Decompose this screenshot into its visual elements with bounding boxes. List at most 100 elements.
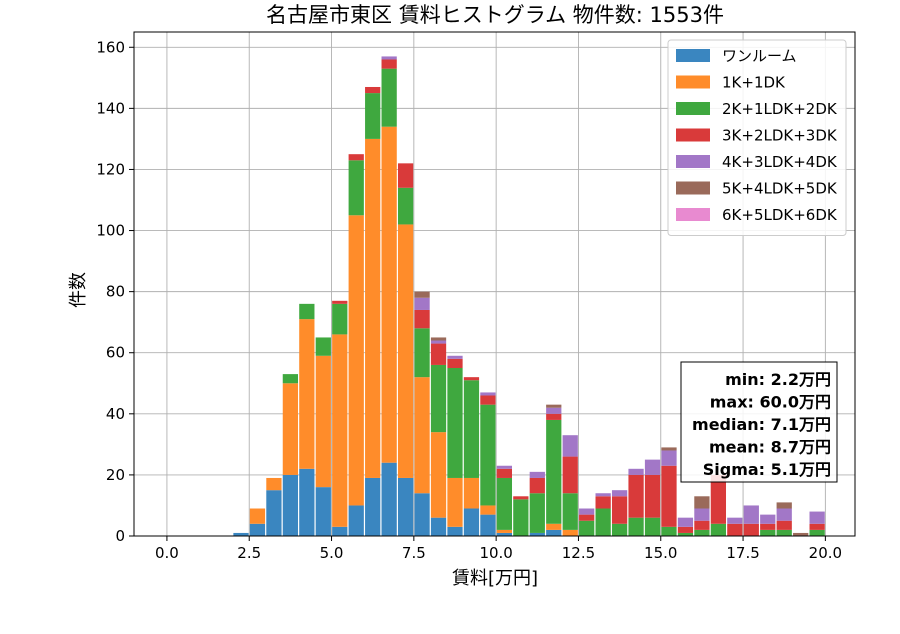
bar-segment xyxy=(776,520,792,530)
bar-segment xyxy=(513,496,529,500)
bar-segment xyxy=(562,529,578,536)
bar-segment xyxy=(430,343,447,365)
y-tick-label: 160 xyxy=(96,38,125,56)
bar-segment xyxy=(546,407,562,414)
legend-label: 2K+1LDK+2DK xyxy=(722,100,838,118)
chart-title: 名古屋市東区 賃料ヒストグラム 物件数: 1553件 xyxy=(266,3,724,27)
y-tick-label: 20 xyxy=(106,466,125,484)
bar-segment xyxy=(579,508,595,515)
stats-box: min: 2.2万円 max: 60.0万円 median: 7.1万円 mean: … xyxy=(680,361,838,483)
bar-segment xyxy=(348,154,364,161)
bar-segment xyxy=(628,468,644,475)
x-tick-label: 2.5 xyxy=(237,544,261,562)
bar-segment xyxy=(529,493,545,533)
grid-layer xyxy=(134,32,855,537)
bar-segment xyxy=(447,526,463,536)
bar-segment xyxy=(579,520,595,536)
stats-line: min: 2.2万円 xyxy=(725,370,831,389)
bar-segment xyxy=(282,374,299,384)
bar-segment xyxy=(760,523,776,530)
bar-segment xyxy=(743,505,759,524)
bar-segment xyxy=(430,337,447,341)
bar-segment xyxy=(513,499,529,536)
bar-segment xyxy=(447,358,463,368)
stats-line: median: 7.1万円 xyxy=(692,415,831,434)
bar-segment xyxy=(414,291,430,298)
x-tick-label: 0.0 xyxy=(155,544,179,562)
x-tick-label: 12.5 xyxy=(562,544,595,562)
bar-segment xyxy=(299,468,315,536)
bar-segment xyxy=(809,511,825,524)
legend-label: 4K+3LDK+4DK xyxy=(722,153,838,171)
x-axis-title: 賃料[万円] xyxy=(452,568,538,589)
bar-segment xyxy=(760,514,776,524)
legend-swatch xyxy=(676,155,710,168)
y-tick-label: 80 xyxy=(106,283,125,301)
bar-segment xyxy=(332,526,348,536)
bar-segment xyxy=(365,93,381,139)
bar-segment xyxy=(611,523,628,536)
x-tick-label: 17.5 xyxy=(726,544,759,562)
bar-segment xyxy=(233,532,249,536)
bar-segment xyxy=(414,309,430,329)
bar-segment xyxy=(282,383,299,475)
bar-segment xyxy=(463,477,480,509)
bar-segment xyxy=(496,529,513,533)
legend-label: 5K+4LDK+5DK xyxy=(722,180,838,198)
x-tick-label: 20.0 xyxy=(809,544,842,562)
bar-segment xyxy=(480,404,496,506)
legend-box xyxy=(667,39,847,236)
bar-segment xyxy=(447,477,463,527)
bar-segment xyxy=(776,529,792,536)
x-tick-label: 15.0 xyxy=(644,544,677,562)
bar-segment xyxy=(611,496,628,524)
bar-segment xyxy=(809,529,825,536)
bar-segment xyxy=(397,224,414,478)
bar-segment xyxy=(480,392,496,396)
bar-segment xyxy=(430,432,447,518)
bar-segment xyxy=(249,508,266,524)
bar-segment xyxy=(677,532,694,536)
legend-swatch xyxy=(676,102,710,115)
bar-segment xyxy=(397,163,414,188)
legend-swatch xyxy=(676,128,710,142)
bar-segment xyxy=(480,514,496,536)
bar-segment xyxy=(628,517,644,536)
bar-segment xyxy=(447,368,463,478)
bar-segment xyxy=(546,419,562,524)
bar-segment xyxy=(529,532,545,536)
bar-segment xyxy=(266,477,282,491)
bar-segment xyxy=(397,187,414,225)
bar-segment xyxy=(299,319,315,469)
bar-segment xyxy=(546,413,562,420)
y-tick-label: 40 xyxy=(106,405,125,423)
stats-line: Sigma: 5.1万円 xyxy=(703,460,831,479)
bar-segment xyxy=(480,395,496,405)
legend: ワンルーム 1K+1DK 2K+1LDK+2DK 3K+2LDK+3DK 4K+3LDK… xyxy=(667,39,847,236)
bar-segment xyxy=(430,364,447,433)
bar-segment xyxy=(793,532,809,536)
bar-segment xyxy=(365,477,381,536)
bar-segment xyxy=(760,529,776,536)
bar-segment xyxy=(727,517,743,524)
bar-segment xyxy=(480,505,496,515)
bar-segment xyxy=(694,520,710,530)
bar-segment xyxy=(381,68,397,127)
bar-segment xyxy=(579,514,595,521)
bar-segment xyxy=(414,377,430,494)
bar-segment xyxy=(463,508,480,536)
legend-label: 6K+5LDK+6DK xyxy=(722,206,838,224)
bar-segment xyxy=(677,517,694,527)
bar-segment xyxy=(710,523,727,536)
bar-segment xyxy=(315,337,331,356)
bar-segment xyxy=(743,523,759,536)
bar-segment xyxy=(447,355,463,359)
bar-segment xyxy=(546,404,562,408)
bar-segment xyxy=(546,529,562,536)
bar-segment xyxy=(677,526,694,533)
bar-segment xyxy=(381,462,397,536)
bar-segment xyxy=(299,303,315,320)
x-tick-label: 7.5 xyxy=(402,544,426,562)
